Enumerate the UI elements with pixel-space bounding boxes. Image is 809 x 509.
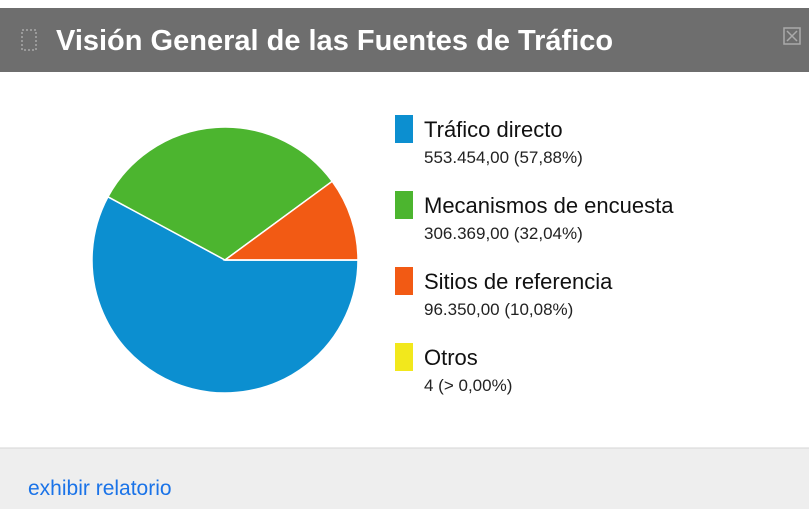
widget-title: Visión General de las Fuentes de Tráfico bbox=[56, 25, 613, 57]
legend-swatch bbox=[395, 191, 413, 219]
legend-value: 306.369,00 (32,04%) bbox=[424, 224, 583, 243]
legend-swatch bbox=[395, 267, 413, 295]
legend: Tráfico directo 553.454,00 (57,88%) Mecani… bbox=[395, 115, 674, 395]
pie-slice bbox=[91, 195, 359, 394]
drag-handle[interactable] bbox=[21, 29, 37, 51]
pie-slice bbox=[106, 126, 334, 261]
legend-swatch bbox=[395, 115, 413, 143]
legend-swatch bbox=[395, 343, 413, 371]
legend-label: Sitios de referencia bbox=[424, 269, 613, 294]
report-link[interactable]: exhibir relatorio bbox=[28, 477, 172, 500]
pie-slice bbox=[222, 180, 359, 261]
legend-value: 4 (> 0,00%) bbox=[424, 376, 512, 395]
legend-label: Otros bbox=[424, 345, 478, 370]
pie bbox=[91, 126, 359, 394]
legend-label: Tráfico directo bbox=[424, 117, 563, 142]
close-button[interactable] bbox=[783, 27, 801, 45]
footer-bar bbox=[0, 448, 809, 509]
header-bar bbox=[0, 8, 809, 72]
legend-value: 96.350,00 (10,08%) bbox=[424, 300, 573, 319]
legend-value: 553.454,00 (57,88%) bbox=[424, 148, 583, 167]
legend-label: Mecanismos de encuesta bbox=[424, 193, 674, 218]
drag-icon bbox=[21, 29, 37, 51]
close-x bbox=[786, 30, 798, 42]
close-box bbox=[783, 27, 801, 45]
